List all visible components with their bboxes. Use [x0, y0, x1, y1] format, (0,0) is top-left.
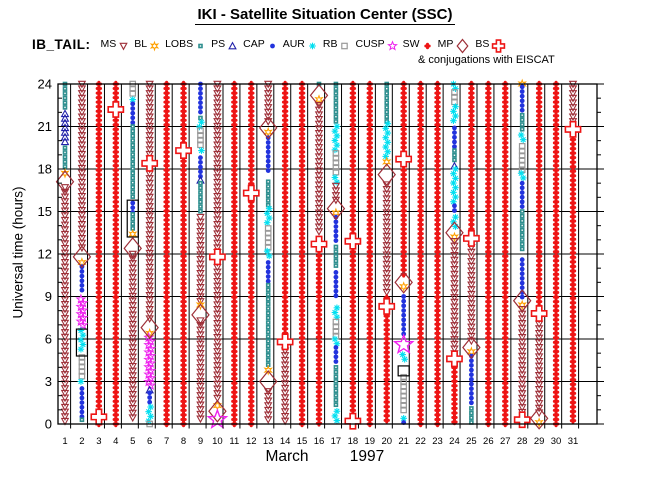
legend-item-cusp: CUSP: [355, 34, 398, 54]
conjugation-note: & conjugations with EISCAT: [418, 54, 555, 66]
day-overlay-8: [175, 142, 192, 159]
day-overlay-20: [377, 163, 396, 315]
sw-symbol-icon: [423, 42, 431, 50]
ps-symbol-icon: [228, 41, 237, 50]
cap-symbol-icon: [269, 43, 275, 49]
dataset-label: IB_TAIL:: [32, 36, 91, 52]
day-overlay-31: [564, 120, 582, 138]
day-overlay-18: [344, 232, 362, 430]
day-column-27: [502, 80, 509, 428]
legend-label-ms: MS: [100, 38, 117, 50]
day-column-31: [568, 80, 578, 424]
day-column-22: [417, 80, 424, 428]
day-overlay-17: [326, 197, 346, 221]
legend-label-cusp: CUSP: [355, 38, 385, 50]
day-column-13: [263, 80, 273, 424]
mp-symbol-icon: [456, 38, 469, 54]
day-overlay-1: [55, 170, 75, 194]
axis-frame-and-overlays: [55, 83, 604, 430]
legend-label-rb: RB: [322, 38, 338, 50]
day-column-26: [485, 80, 492, 428]
legend-row: IB_TAIL: MS BL LOBS PS CAP AUR RB CUSP SW MP BS: [32, 33, 632, 55]
day-column-9: [195, 81, 206, 424]
day-column-1: [60, 81, 70, 426]
legend-label-mp: MP: [437, 38, 454, 50]
legend-label-ps: PS: [211, 38, 226, 50]
day-column-15: [298, 80, 306, 428]
legend-item-cap: CAP: [243, 34, 279, 54]
day-column-24: [449, 80, 460, 426]
data-markers: [60, 78, 578, 428]
day-column-28: [517, 78, 527, 417]
day-overlay-5: [123, 199, 143, 260]
legend-label-aur: AUR: [282, 38, 305, 50]
day-overlay-29: [529, 305, 549, 430]
day-overlay-21: [392, 150, 415, 377]
day-overlay-4: [107, 101, 125, 118]
gridlines: [58, 84, 597, 424]
legend-label-cap: CAP: [243, 38, 265, 50]
day-column-5: [128, 80, 138, 423]
day-column-21: [398, 80, 409, 425]
day-overlay-25: [462, 230, 481, 359]
day-overlay-16: [309, 83, 329, 253]
page-title: IKI - Satellite Situation Center (SSC): [195, 6, 455, 25]
legend-item-sw: SW: [403, 34, 434, 54]
bl-symbol-icon: [149, 40, 160, 52]
day-overlay-28: [512, 289, 532, 429]
day-column-12: [248, 80, 255, 428]
legend-item-aur: AUR: [283, 34, 319, 54]
rb-symbol-icon: [341, 42, 349, 50]
legend-label-bl: BL: [134, 38, 148, 50]
legend-item-bl: BL: [134, 34, 161, 54]
day-column-30: [552, 80, 560, 428]
day-column-25: [466, 80, 477, 425]
cusp-symbol-icon: [386, 40, 398, 51]
day-column-23: [434, 80, 441, 428]
day-column-20: [381, 81, 392, 424]
legend-item-ms: MS: [101, 34, 131, 54]
day-column-7: [163, 80, 170, 428]
day-overlay-12: [242, 184, 260, 202]
legend-item-mp: MP: [438, 34, 472, 54]
legend-label-lobs: LOBS: [165, 38, 194, 50]
day-overlay-13: [258, 116, 278, 393]
day-column-14: [280, 80, 290, 426]
day-overlay-14: [276, 333, 294, 351]
day-column-17: [331, 81, 341, 424]
day-overlay-24: [445, 221, 464, 368]
bs-symbol-icon: [492, 39, 506, 53]
legend-label-sw: SW: [402, 38, 420, 50]
day-overlay-9: [191, 303, 210, 327]
legend-item-rb: RB: [323, 34, 352, 54]
ms-symbol-icon: [119, 42, 128, 51]
day-column-3: [95, 80, 103, 428]
day-overlay-2: [72, 245, 92, 357]
day-column-4: [112, 80, 119, 428]
aur-symbol-icon: [309, 42, 316, 50]
legend-items: MS BL LOBS PS CAP AUR RB CUSP SW MP BS: [101, 34, 512, 54]
legend-item-ps: PS: [211, 34, 239, 54]
legend-item-bs: BS: [475, 34, 507, 54]
legend-item-lobs: LOBS: [165, 34, 207, 54]
day-column-11: [231, 80, 238, 428]
day-column-10: [212, 80, 223, 411]
day-overlay-6: [140, 154, 159, 340]
legend-label-bs: BS: [475, 38, 490, 50]
lobs-symbol-icon: [198, 43, 203, 49]
y-axis-title: Universal time (hours): [10, 186, 26, 319]
day-column-6: [143, 80, 157, 428]
